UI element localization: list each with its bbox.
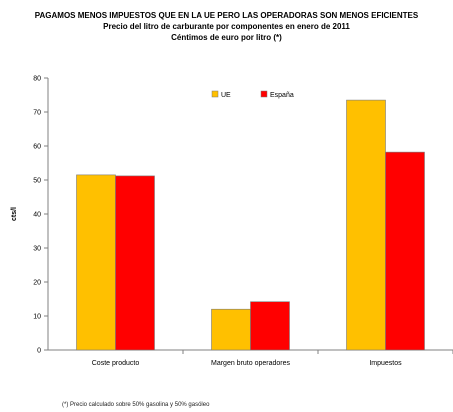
- bar-espana-1: [251, 302, 290, 350]
- chart-footnote: (*) Precio calculado sobre 50% gasolina …: [62, 402, 209, 408]
- legend-label-1: España: [270, 92, 294, 99]
- y-tick-label: 30: [33, 246, 41, 253]
- y-tick-label: 60: [33, 144, 41, 151]
- y-tick-label: 80: [33, 76, 41, 83]
- y-tick-label: 0: [37, 348, 41, 355]
- y-tick-label: 10: [33, 314, 41, 321]
- bar-espana-2: [386, 152, 425, 350]
- legend-swatch-1: [261, 91, 267, 97]
- legend-swatch-0: [212, 91, 218, 97]
- x-category-label: Margen bruto operadores: [211, 360, 290, 367]
- bar-ue-1: [212, 309, 251, 350]
- y-tick-label: 40: [33, 212, 41, 219]
- y-tick-label: 50: [33, 178, 41, 185]
- y-tick-label: 20: [33, 280, 41, 287]
- y-axis-label: cts/l: [11, 207, 18, 221]
- y-tick-label: 70: [33, 110, 41, 117]
- x-category-label: Impuestos: [369, 360, 402, 367]
- bar-ue-0: [77, 175, 116, 350]
- legend-label-0: UE: [221, 92, 231, 99]
- bar-espana-0: [116, 176, 155, 350]
- x-category-label: Coste producto: [92, 360, 140, 367]
- bar-ue-2: [347, 100, 386, 350]
